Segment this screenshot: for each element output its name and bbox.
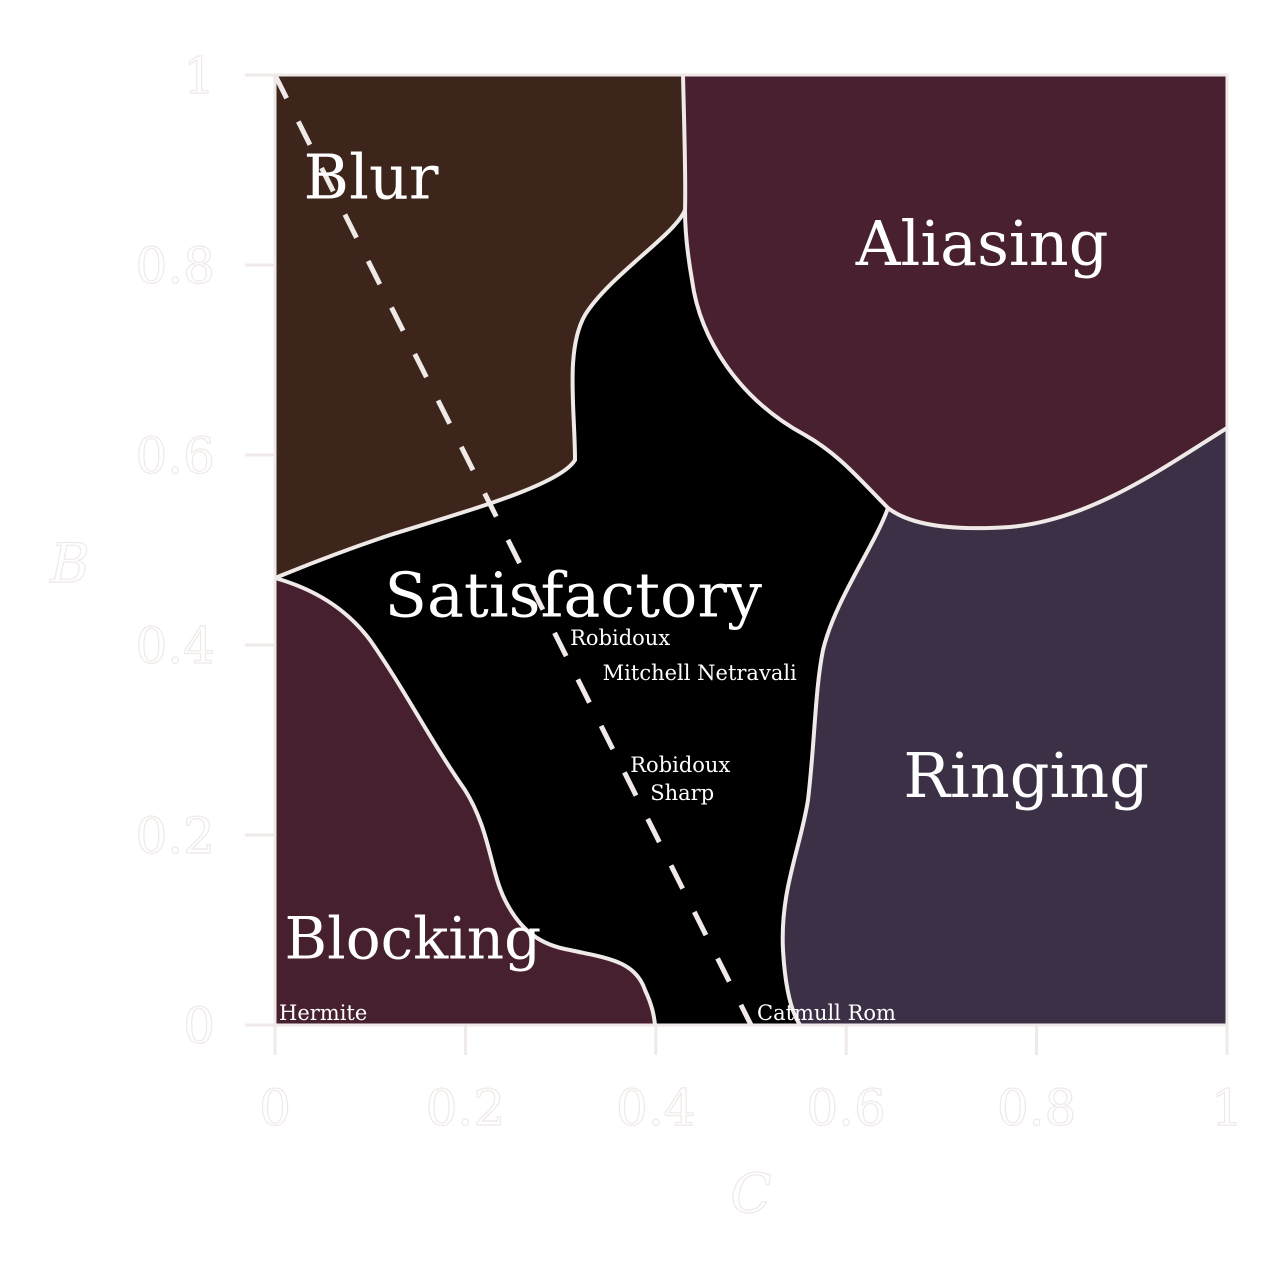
region-blocking bbox=[275, 578, 655, 1025]
y-axis-title: B bbox=[49, 532, 90, 595]
region-label-ringing: Ringing bbox=[903, 739, 1149, 812]
x-axis-title: C bbox=[730, 1162, 771, 1225]
region-label-satisfactory: Satisfactory bbox=[384, 559, 762, 632]
y-tick-label: 0.4 bbox=[135, 617, 215, 675]
boundary-blur-aliasing bbox=[681, 74, 688, 211]
y-tick-label: 0.2 bbox=[135, 807, 215, 865]
point-label-robidoux: Robidoux bbox=[570, 626, 670, 650]
boundary-aliasing-ringing bbox=[886, 426, 1229, 531]
x-tick-label: 1 bbox=[1211, 1079, 1243, 1137]
region-label-aliasing: Aliasing bbox=[855, 207, 1109, 280]
x-tick-label: 0.4 bbox=[616, 1079, 696, 1137]
region-blur bbox=[275, 75, 686, 578]
boundary-aliasing-satisfactory bbox=[683, 209, 890, 510]
point-label-robidoux: Robidoux bbox=[630, 753, 730, 777]
region-labels: Blur Aliasing Satisfactory Ringing Blocking bbox=[285, 141, 1149, 973]
point-label-catmull-rom: Catmull Rom bbox=[757, 1001, 896, 1025]
point-label-robidoux-line2: Sharp bbox=[650, 781, 714, 805]
region-areas bbox=[275, 75, 1227, 1025]
y-tick-label: 1 bbox=[183, 47, 215, 105]
region-label-blocking: Blocking bbox=[285, 905, 542, 973]
plot-frame bbox=[273, 73, 1229, 1027]
region-aliasing bbox=[683, 75, 1227, 529]
x-tick-label: 0.6 bbox=[806, 1079, 886, 1137]
boundary-blur-satisfactory bbox=[274, 209, 687, 580]
y-tick-label: 0.6 bbox=[135, 427, 215, 485]
point-labels: Robidoux Mitchell Netravali Robidoux Sharp C… bbox=[279, 626, 896, 1025]
x-tick-label: 0.2 bbox=[426, 1079, 506, 1137]
x-axis: 0 0.2 0.4 0.6 0.8 1 bbox=[258, 1025, 1244, 1138]
boundary-blocking-satisfactory bbox=[274, 576, 657, 1026]
x-tick-label: 0 bbox=[259, 1079, 291, 1137]
y-axis: 0 0.2 0.4 0.6 0.8 1 bbox=[135, 46, 275, 1056]
y-tick-label: 0 bbox=[183, 997, 215, 1055]
point-label-mitchell-netravali: Mitchell Netravali bbox=[603, 661, 797, 685]
region-boundaries bbox=[274, 74, 1229, 1027]
region-ringing bbox=[782, 428, 1227, 1025]
reference-line-b-plus-2c bbox=[272, 73, 754, 1027]
x-tick-label: 0.8 bbox=[997, 1079, 1077, 1137]
boundary-ringing-satisfactory bbox=[780, 507, 890, 1027]
point-label-hermite: Hermite bbox=[279, 1001, 367, 1025]
y-tick-label: 0.8 bbox=[135, 237, 215, 295]
region-label-blur: Blur bbox=[304, 141, 439, 214]
region-satisfactory bbox=[275, 210, 888, 1025]
